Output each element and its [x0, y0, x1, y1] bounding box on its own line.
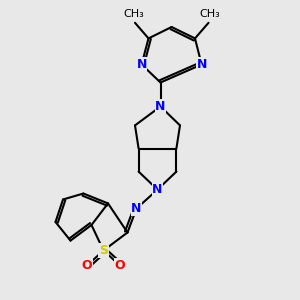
Text: O: O — [82, 259, 92, 272]
Text: N: N — [196, 58, 207, 71]
Text: CH₃: CH₃ — [200, 9, 220, 19]
Text: N: N — [155, 100, 166, 113]
Text: CH₃: CH₃ — [123, 9, 144, 19]
Text: N: N — [136, 58, 147, 71]
Text: N: N — [131, 202, 142, 215]
Text: O: O — [115, 259, 125, 272]
Text: N: N — [152, 183, 163, 196]
Text: S: S — [99, 244, 108, 257]
